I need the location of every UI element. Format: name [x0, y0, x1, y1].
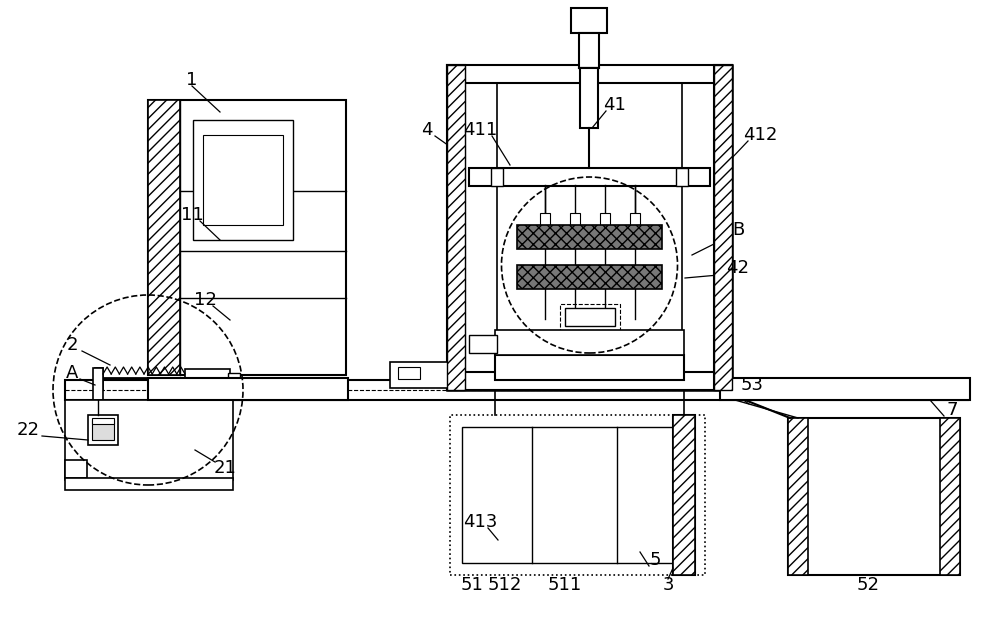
Text: 413: 413	[463, 513, 497, 531]
Bar	[564, 308, 614, 326]
Bar	[92, 418, 114, 424]
Text: 22: 22	[16, 421, 40, 439]
Text: 511: 511	[548, 576, 582, 594]
Bar	[495, 355, 684, 380]
Bar	[447, 372, 732, 390]
Bar	[148, 378, 348, 400]
Text: B: B	[732, 221, 744, 239]
Text: 21: 21	[214, 459, 236, 477]
Bar	[447, 65, 732, 390]
Text: 411: 411	[463, 121, 497, 139]
Bar	[714, 65, 732, 390]
Bar	[714, 65, 732, 390]
Bar	[228, 373, 240, 383]
Text: 7: 7	[946, 401, 958, 419]
Bar	[673, 415, 695, 575]
Bar	[148, 100, 180, 375]
Text: 1: 1	[186, 71, 198, 89]
Bar	[676, 168, 688, 186]
Text: A: A	[66, 364, 78, 382]
Bar	[390, 362, 448, 388]
Bar	[88, 415, 118, 445]
Bar	[148, 100, 346, 375]
Text: 41: 41	[604, 96, 626, 114]
Bar	[65, 460, 87, 478]
Text: 11: 11	[181, 206, 203, 224]
Bar	[560, 304, 620, 330]
Bar	[491, 168, 503, 186]
Text: 51: 51	[461, 576, 483, 594]
Bar	[580, 68, 598, 128]
Text: 52: 52	[856, 576, 880, 594]
Bar	[462, 427, 693, 563]
Bar	[469, 168, 710, 186]
Text: 3: 3	[662, 576, 674, 594]
Bar	[450, 415, 705, 575]
Bar	[517, 225, 662, 249]
Bar	[93, 368, 103, 413]
Bar	[447, 65, 732, 83]
Bar	[788, 418, 960, 575]
Bar	[447, 65, 465, 390]
Text: 53: 53	[740, 376, 764, 394]
Bar	[673, 415, 695, 575]
Bar	[398, 367, 420, 379]
Bar	[571, 8, 607, 33]
Text: 42: 42	[726, 259, 750, 277]
Text: 512: 512	[488, 576, 522, 594]
Bar	[447, 65, 465, 390]
Bar	[65, 380, 968, 400]
Bar	[193, 120, 293, 240]
Bar	[92, 420, 114, 440]
Text: 4: 4	[421, 121, 433, 139]
Text: 412: 412	[743, 126, 777, 144]
Bar	[540, 213, 550, 225]
Bar	[600, 213, 610, 225]
Bar	[185, 369, 230, 387]
Text: 5: 5	[649, 551, 661, 569]
Bar	[65, 400, 233, 480]
Bar	[65, 478, 233, 490]
Bar	[720, 378, 970, 400]
Bar	[788, 418, 808, 575]
Bar	[570, 213, 580, 225]
Bar	[95, 368, 103, 390]
Bar	[517, 265, 662, 289]
Bar	[469, 335, 497, 353]
Bar	[495, 330, 684, 355]
Text: 12: 12	[194, 291, 216, 309]
Text: 2: 2	[66, 336, 78, 354]
Bar	[630, 213, 640, 225]
Bar	[203, 135, 283, 225]
Bar	[579, 33, 599, 68]
Bar	[940, 418, 960, 575]
